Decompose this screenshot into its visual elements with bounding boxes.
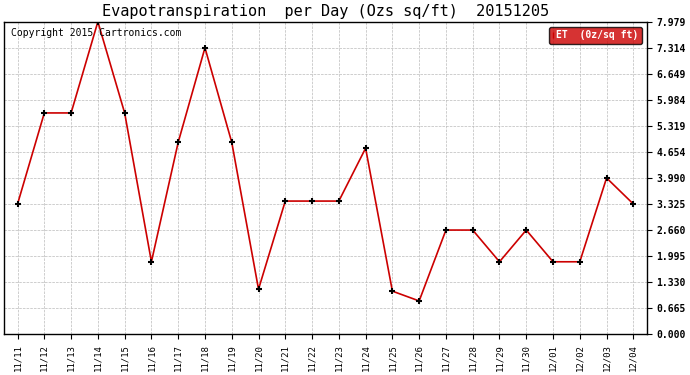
Title: Evapotranspiration  per Day (Ozs sq/ft)  20151205: Evapotranspiration per Day (Ozs sq/ft) 2… xyxy=(102,4,549,19)
Legend: ET  (0z/sq ft): ET (0z/sq ft) xyxy=(549,27,642,44)
Text: Copyright 2015 Cartronics.com: Copyright 2015 Cartronics.com xyxy=(10,28,181,38)
